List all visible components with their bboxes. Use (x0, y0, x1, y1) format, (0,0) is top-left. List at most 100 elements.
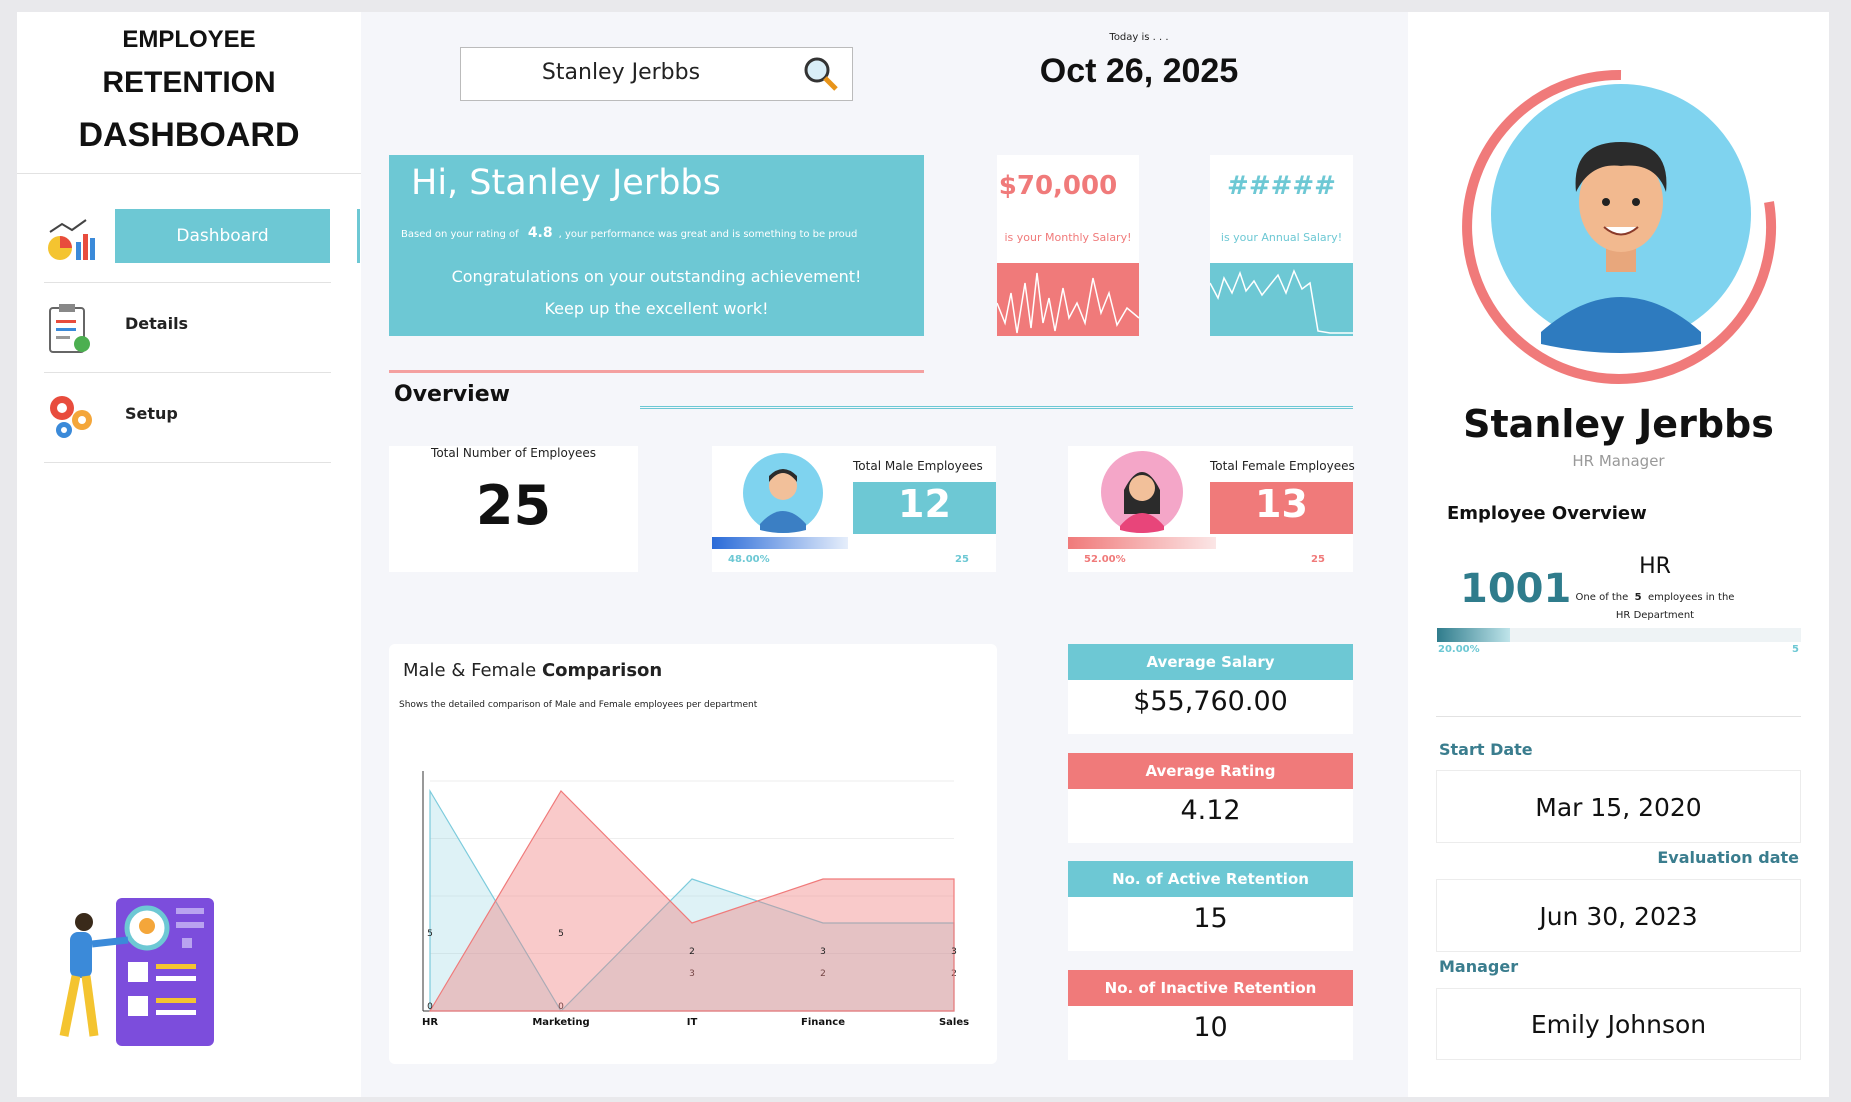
male-max: 25 (955, 554, 969, 565)
chart-card: Male & Female Comparison Shows the detai… (389, 644, 997, 1064)
note-end: Department (1633, 610, 1695, 621)
employee-id: 1001 (1460, 566, 1572, 612)
data-label: 2 (820, 969, 826, 979)
dept-progress (1437, 628, 1510, 642)
female-card: Total Female Employees 13 52.00% 25 (1068, 446, 1355, 572)
dashboard-icon (48, 219, 95, 260)
stat-label: Average Rating (1068, 752, 1353, 789)
rating-text: Based on your rating of 4.8 , your perfor… (401, 225, 857, 241)
data-label: 0 (558, 1002, 564, 1012)
rating-suffix: , your performance was great and is some… (558, 229, 858, 240)
sidebar-title: EMPLOYEE (122, 26, 256, 53)
profile-avatar (1462, 69, 1776, 384)
divider (640, 406, 1353, 409)
stat-value: 4.12 (1180, 794, 1241, 826)
today-label: Today is . . . (1109, 32, 1169, 43)
evaluation-date: Jun 30, 2023 (1436, 879, 1801, 952)
rating-prefix: Based on your rating of (401, 229, 519, 240)
male-value: 12 (853, 482, 996, 534)
search-icon (804, 57, 838, 91)
stat-label: No. of Active Retention (1068, 861, 1353, 897)
annual-salary-card: ##### is your Annual Salary! (1210, 155, 1353, 263)
menu-dashboard[interactable]: Dashboard (115, 209, 330, 263)
stat-value: 10 (1193, 1011, 1228, 1043)
divider (17, 173, 361, 174)
greeting-card: Hi, Stanley Jerbbs Based on your rating … (389, 155, 924, 336)
female-pct: 52.00% (1084, 554, 1126, 565)
department-note: One of the 5 employees in the HR Departm… (1560, 589, 1750, 625)
male-label: Total Male Employees (853, 459, 983, 473)
divider (44, 372, 331, 373)
x-tick-label: Finance (801, 1017, 845, 1028)
monthly-salary-card: $70,000 is your Monthly Salary! (997, 155, 1139, 263)
data-label: 0 (427, 1002, 433, 1012)
annual-caption: is your Annual Salary! (1220, 231, 1343, 244)
note-dept: HR (1615, 610, 1631, 621)
data-label: 3 (820, 947, 826, 957)
note-prefix: One of the (1575, 592, 1629, 603)
dept-pct: 20.00% (1438, 644, 1480, 655)
greeting-title: Hi, Stanley Jerbbs (411, 163, 721, 203)
stat-card: Average Rating 4.12 (1068, 752, 1353, 843)
female-value: 13 (1210, 482, 1353, 534)
chart-title: Male & Female Comparison (403, 660, 662, 681)
divider (389, 370, 924, 373)
search-box[interactable]: Stanley Jerbbs (460, 47, 853, 101)
sidebar-title: RETENTION (102, 66, 276, 99)
details-icon (49, 304, 90, 353)
start-date: Mar 15, 2020 (1436, 770, 1801, 843)
monthly-caption: is your Monthly Salary! (1004, 231, 1132, 244)
total-value: 25 (475, 474, 552, 537)
dept-progress-track (1437, 628, 1801, 642)
female-label: Total Female Employees (1210, 459, 1355, 473)
stat-value: $55,760.00 (1133, 686, 1288, 717)
note-count: 5 (1634, 592, 1642, 603)
stat-card: Average Salary $55,760.00 (1068, 644, 1353, 734)
manager-name: Emily Johnson (1436, 988, 1801, 1060)
monthly-sparkline (997, 263, 1139, 336)
male-avatar (743, 453, 823, 533)
stat-card: No. of Active Retention 15 (1068, 861, 1353, 951)
active-indicator (357, 209, 360, 263)
manager-label: Manager (1439, 957, 1519, 976)
search-text: Stanley Jerbbs (541, 60, 701, 85)
menu-details[interactable]: Details (125, 314, 189, 333)
male-progress (712, 537, 848, 549)
x-tick-label: Sales (939, 1017, 969, 1028)
stat-value: 15 (1193, 903, 1228, 934)
current-date: Oct 26, 2025 (1039, 52, 1239, 90)
setup-icon (50, 396, 92, 438)
female-progress (1068, 537, 1216, 549)
female-avatar (1101, 451, 1183, 533)
series-area (428, 790, 955, 1012)
menu-setup[interactable]: Setup (125, 404, 178, 423)
congrats-line: Keep up the excellent work! (544, 299, 769, 318)
evaluation-label: Evaluation date (1657, 848, 1799, 867)
dept-max: 5 (1792, 644, 1799, 655)
divider (44, 282, 331, 283)
note-suffix: employees in the (1648, 592, 1735, 603)
chart-title-bold: Comparison (541, 660, 663, 681)
total-card: Total Number of Employees 25 (389, 446, 638, 572)
chart-subtitle: Shows the detailed comparison of Male an… (399, 700, 758, 710)
chart-title-prefix: Male & Female (403, 660, 537, 681)
data-label: 3 (951, 947, 957, 957)
annual-sparkline (1210, 263, 1353, 336)
x-tick-label: Marketing (532, 1017, 589, 1028)
divider (44, 462, 331, 463)
stat-card: No. of Inactive Retention 10 (1068, 969, 1353, 1060)
stat-label: Average Salary (1068, 644, 1353, 680)
start-label: Start Date (1439, 740, 1533, 759)
overview-title: Overview (394, 382, 510, 407)
illustration (59, 898, 214, 1046)
profile-name: Stanley Jerbbs (1463, 402, 1774, 446)
sidebar-title: DASHBOARD (78, 116, 300, 154)
monthly-salary: $70,000 (998, 171, 1118, 201)
x-tick-label: IT (687, 1017, 698, 1028)
department: HR (1639, 554, 1671, 579)
data-label: 2 (689, 947, 695, 957)
rating-value: 4.8 (527, 225, 553, 241)
